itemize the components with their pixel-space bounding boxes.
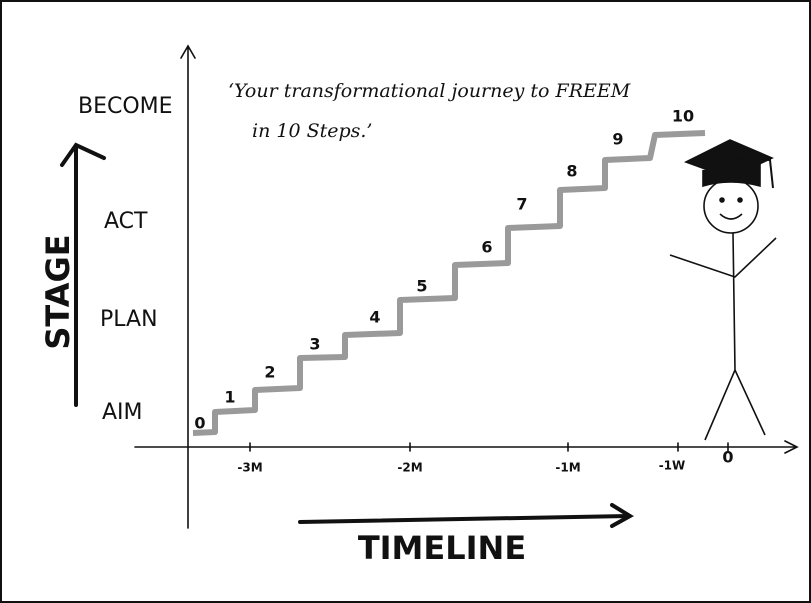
- x-tick-label: -3M: [237, 461, 262, 475]
- stage-label: BECOME: [78, 94, 173, 119]
- quote-line: ‘Your transformational journey to FREEM: [228, 80, 631, 102]
- stage-label: PLAN: [100, 307, 158, 332]
- step-label: 6: [481, 238, 492, 257]
- x-tick-label: -2M: [397, 461, 422, 475]
- y-axis-title: STAGE: [39, 234, 77, 349]
- step-label: 7: [516, 195, 527, 214]
- step-label: 5: [416, 277, 427, 296]
- x-axis-title: TIMELINE: [358, 529, 526, 567]
- step-label: 3: [309, 335, 320, 354]
- x-tick-label: 0: [722, 448, 733, 467]
- quote-line: in 10 Steps.’: [252, 120, 372, 142]
- step-label: 8: [566, 162, 577, 181]
- step-label: 10: [672, 107, 694, 126]
- step-label: 1: [224, 388, 235, 407]
- step-label: 9: [612, 130, 623, 149]
- step-label: 4: [369, 308, 380, 327]
- stage-label: ACT: [104, 209, 148, 234]
- step-label: 0: [194, 414, 205, 433]
- diagram: ‘Your transformational journey to FREEM …: [0, 0, 811, 603]
- step-label: 2: [264, 363, 275, 382]
- x-tick-label: -1W: [659, 459, 686, 473]
- x-tick-label: -1M: [555, 461, 580, 475]
- stage-label: AIM: [102, 400, 143, 425]
